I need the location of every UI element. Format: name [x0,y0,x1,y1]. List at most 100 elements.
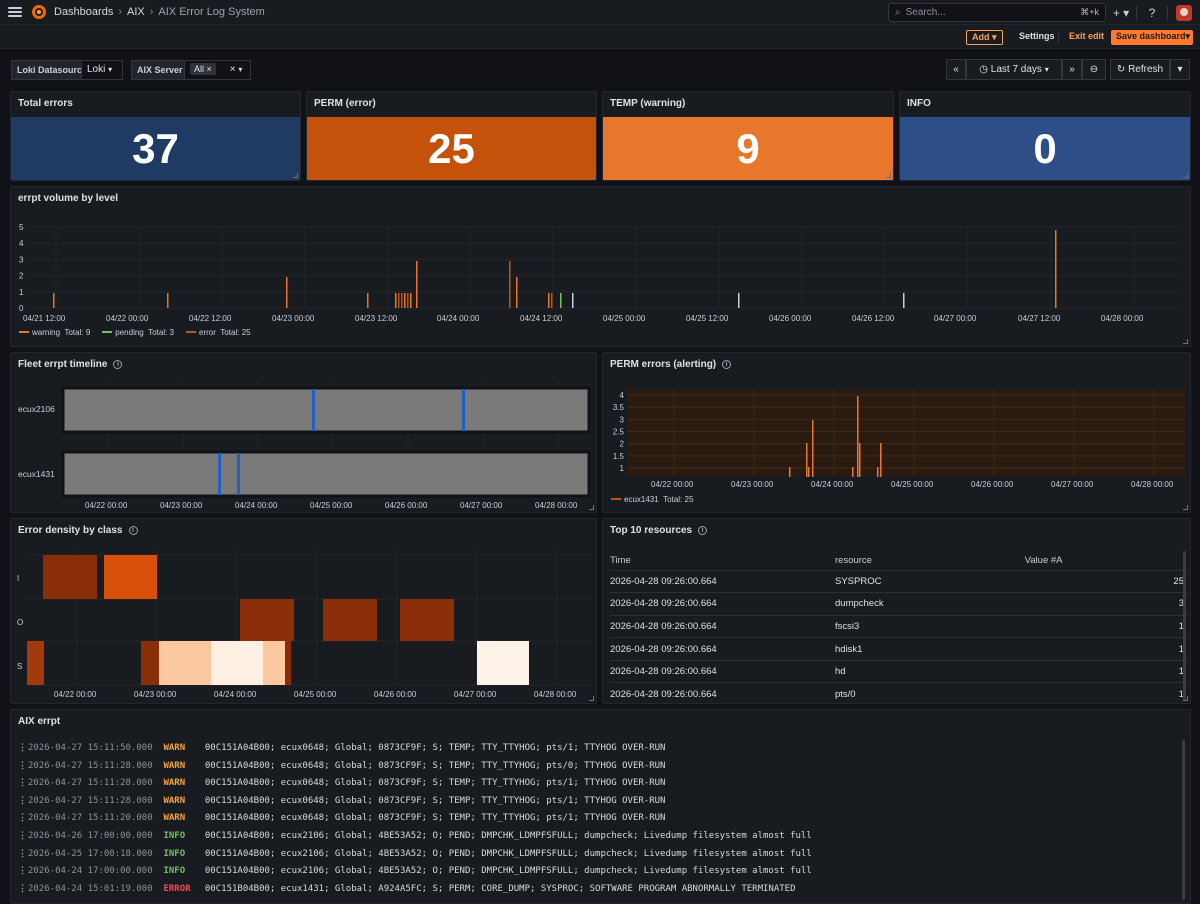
log-row-menu-icon[interactable]: ⋮ [18,848,27,859]
info-icon[interactable]: i [722,360,732,369]
heatmap-cell[interactable] [263,641,285,685]
exit-edit-button[interactable]: Exit edit [1069,31,1105,41]
table-row[interactable]: 2026-04-28 09:26:00.664 fscsi3 1 [610,615,1188,639]
stat-panel-temp[interactable]: TEMP (warning) 9 [602,91,894,181]
timeline-event-mark[interactable] [462,389,465,431]
table-row[interactable]: 2026-04-28 09:26:00.664 hd 1 [610,660,1188,684]
log-row[interactable]: ⋮2026-04-24 15:01:19.000 ERROR 00C151B04… [18,881,812,899]
log-row[interactable]: ⋮2026-04-26 17:00:00.000 INFO 00C151A04B… [18,828,812,846]
resize-handle[interactable] [1183,339,1188,344]
column-header-value[interactable]: Value #A [1024,551,1188,571]
column-header-resource[interactable]: resource [835,551,1025,571]
info-icon[interactable]: i [128,526,138,535]
help-icon[interactable]: ? [1148,5,1156,20]
save-dashboard-button[interactable]: Save dashboard ▾ [1111,30,1193,45]
log-row[interactable]: ⋮2026-04-27 15:11:28.000 WARN 00C151A04B… [18,758,812,776]
chevron-down-icon[interactable]: ▾ [1185,31,1190,41]
heatmap-cell[interactable] [159,641,211,685]
timeline-bar-ecux2106[interactable] [61,386,591,434]
time-shift-forward-button[interactable]: » [1062,59,1082,80]
resize-handle[interactable] [589,696,594,701]
log-row[interactable]: ⋮2026-04-27 15:11:28.000 WARN 00C151A04B… [18,775,812,793]
timeline-event-mark[interactable] [218,453,221,495]
time-shift-back-button[interactable]: « [946,59,966,80]
log-row-menu-icon[interactable]: ⋮ [18,883,27,894]
logs-panel[interactable]: AIX errpt [10,709,1191,904]
legend-item-ecux1431[interactable]: ecux1431 Total: 25 [611,495,693,504]
bar [859,443,861,477]
heatmap-cell[interactable] [477,641,529,685]
table-scrollbar[interactable] [1183,551,1186,701]
search-input[interactable]: ⌕ Search... ⌘+k [888,3,1106,22]
heatmap-cell[interactable] [104,555,157,599]
resize-handle[interactable] [293,173,298,178]
plus-icon[interactable]: + ▾ [1112,5,1130,20]
column-header-time[interactable]: Time [610,551,835,571]
server-chip[interactable]: All × [190,63,216,75]
heatmap-cell[interactable] [400,599,454,641]
table-row[interactable]: 2026-04-28 09:26:00.664 pts/0 1 [610,682,1188,703]
zoom-out-icon[interactable]: ⊖ [1082,59,1106,80]
timeline-event-mark[interactable] [312,389,315,431]
table-row[interactable]: 2026-04-28 09:26:00.664 hdisk1 1 [610,637,1188,661]
table-row[interactable]: 2026-04-28 09:26:00.664 dumpcheck 3 [610,592,1188,616]
stat-panel-perm[interactable]: PERM (error) 25 [306,91,597,181]
log-row-menu-icon[interactable]: ⋮ [18,760,27,771]
stat-panel-total-errors[interactable]: Total errors 37 [10,91,301,181]
top10-panel[interactable]: Top 10 resources i Time resource Value #A… [602,518,1191,704]
legend-item-error[interactable]: error Total: 25 [186,328,251,337]
volume-panel[interactable]: errpt volume by level 5 4 3 2 1 0 04/21 12:00 0… [10,186,1191,347]
avatar[interactable] [1176,4,1192,21]
refresh-interval-dropdown[interactable]: ▾ [1170,59,1190,80]
resize-handle[interactable] [589,505,594,510]
loki-datasource-select[interactable]: Loki ▾ [81,60,123,80]
resize-handle[interactable] [886,173,891,178]
heatmap-cell[interactable] [141,641,159,685]
panel-title: INFO [907,98,931,109]
heatmap-cell[interactable] [27,641,44,685]
log-row[interactable]: ⋮2026-04-27 15:11:20.000 WARN 00C151A04B… [18,810,812,828]
log-row-menu-icon[interactable]: ⋮ [18,743,27,753]
resize-handle[interactable] [1183,505,1188,510]
refresh-button[interactable]: ↻ Refresh [1110,59,1170,80]
clear-icon[interactable]: × [229,64,236,75]
log-row-menu-icon[interactable]: ⋮ [18,795,27,806]
log-row[interactable]: ⋮2026-04-24 17:00:00.000 INFO 00C151A04B… [18,863,812,881]
timeline-bar-ecux1431[interactable] [61,450,591,498]
breadcrumb-dashboards[interactable]: Dashboards [54,6,114,18]
info-icon[interactable]: i [698,526,708,535]
add-button[interactable]: Add ▾ [966,30,1003,45]
legend-item-pending[interactable]: pending Total: 3 [102,328,174,337]
log-row-menu-icon[interactable]: ⋮ [18,778,27,789]
heatmap-cell[interactable] [240,599,294,641]
log-row-menu-icon[interactable]: ⋮ [18,866,27,877]
menu-icon[interactable] [8,7,22,17]
log-row-menu-icon[interactable]: ⋮ [18,830,27,841]
info-icon[interactable]: i [113,360,123,369]
perm-panel[interactable]: PERM errors (alerting) i 4 3.5 3 2.5 2 1.5 1 04/… [602,352,1191,513]
log-row[interactable]: ⋮2026-04-27 15:11:28.000 WARN 00C151A04B… [18,793,812,811]
heatmap-cell[interactable] [211,641,263,685]
resize-handle[interactable] [1183,696,1188,701]
aix-server-select[interactable]: All × × ▾ [184,60,251,80]
timeline-event-mark[interactable] [237,453,240,495]
stat-panel-info[interactable]: INFO 0 [899,91,1191,181]
resize-handle[interactable] [589,173,594,178]
log-row[interactable]: ⋮2026-04-25 17:00:18.000 INFO 00C151A04B… [18,846,812,864]
heatmap-cell[interactable] [43,555,97,599]
log-row-menu-icon[interactable]: ⋮ [18,813,27,824]
legend-item-warning[interactable]: warning Total: 9 [19,328,90,337]
density-panel[interactable]: Error density by class i 04/22 00:00 04/23… [10,518,597,704]
settings-button[interactable]: Settings [1019,31,1055,41]
bar [367,293,369,308]
log-row[interactable]: ⋮2026-04-27 15:11:50.000 WARN 00C151A04B… [18,740,812,758]
timeline-panel[interactable]: Fleet errpt timeline i 04/22 00:00 04/23 0… [10,352,597,513]
heatmap-cell[interactable] [285,641,291,685]
grafana-logo-icon[interactable] [32,5,46,19]
heatmap-cell[interactable] [323,599,377,641]
table-row[interactable]: 2026-04-28 09:26:00.664 SYSPROC 25 [610,570,1188,594]
logs-scrollbar[interactable] [1182,740,1185,900]
time-range-picker[interactable]: ◷ Last 7 days ▾ [966,59,1062,80]
resize-handle[interactable] [1183,173,1188,178]
breadcrumb-aix[interactable]: AIX [127,6,145,18]
